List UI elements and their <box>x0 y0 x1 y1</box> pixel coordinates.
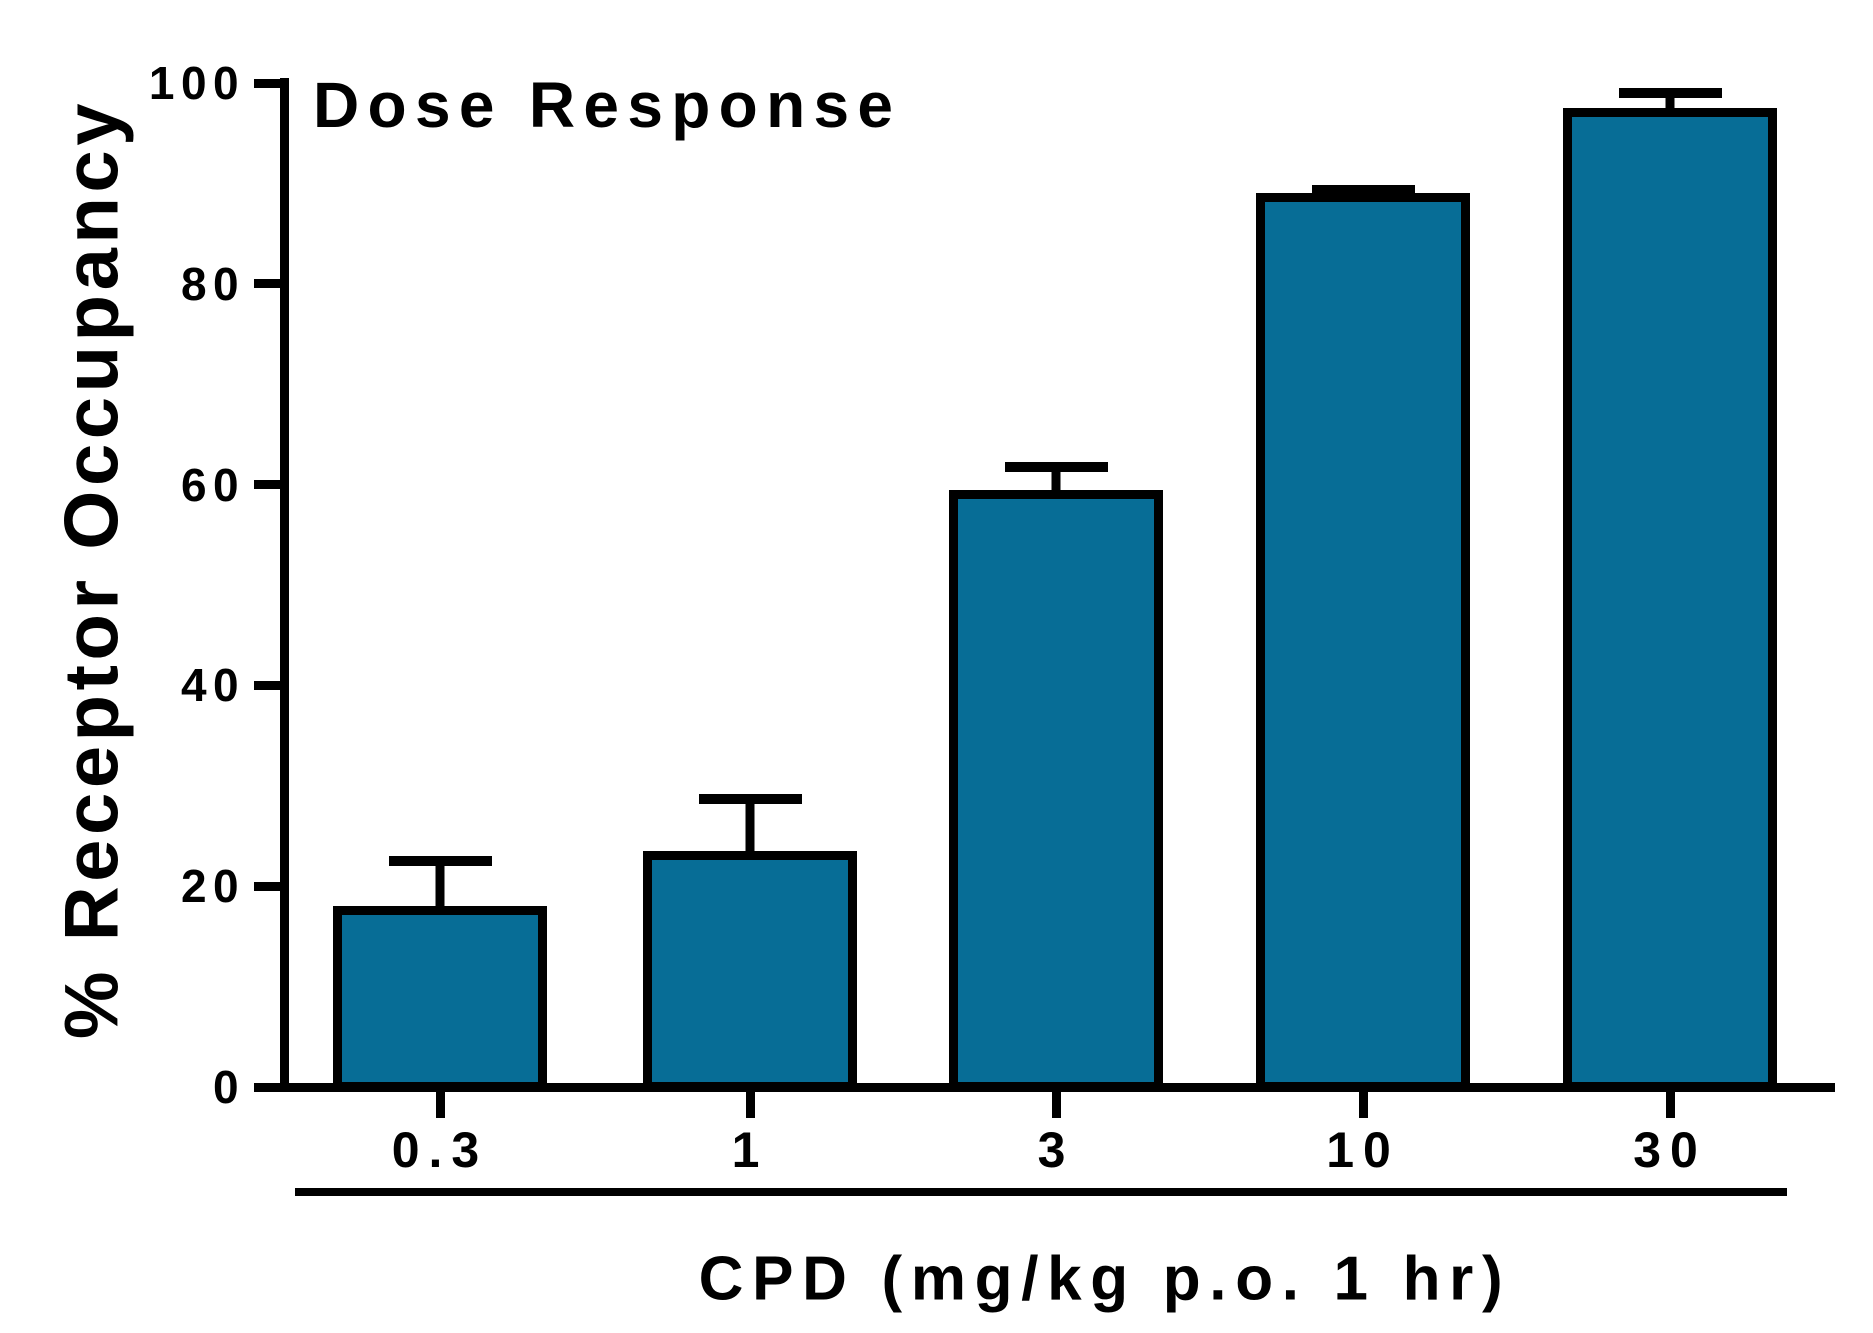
x-axis-tick-label: 1 <box>731 1122 769 1178</box>
y-axis-tick <box>254 680 281 690</box>
y-axis-tick-label: 80 <box>180 257 245 310</box>
x-axis-tick-label: 3 <box>1037 1122 1075 1178</box>
error-bar-stem <box>1665 98 1675 115</box>
x-axis-tick-label: 30 <box>1633 1122 1707 1178</box>
bar <box>1256 193 1470 1091</box>
x-axis-tick-label: 10 <box>1326 1122 1400 1178</box>
error-bar <box>388 856 492 913</box>
error-bar-stem <box>1051 471 1061 496</box>
y-axis-tick-label: 60 <box>180 458 245 511</box>
error-bar <box>1004 461 1108 496</box>
y-axis-tick <box>254 279 281 289</box>
chart-title: Dose Response <box>313 69 902 141</box>
y-axis-tick-label: 40 <box>180 659 245 712</box>
bar <box>643 851 857 1091</box>
bar <box>1563 108 1777 1091</box>
x-axis-tick <box>1358 1092 1368 1118</box>
error-bar-stem <box>745 803 755 858</box>
x-axis-tick <box>1051 1092 1061 1118</box>
y-axis-tick <box>254 78 281 88</box>
x-axis-tick <box>1665 1092 1675 1118</box>
error-bar-stem <box>435 866 445 913</box>
x-axis-title: CPD (mg/kg p.o. 1 hr) <box>698 1244 1512 1314</box>
y-axis-tick-label: 0 <box>212 1061 245 1113</box>
x-axis-tick <box>435 1092 445 1118</box>
y-axis-tick <box>254 881 281 891</box>
y-axis-tick <box>254 1082 281 1092</box>
y-axis-tick <box>254 480 281 490</box>
error-bar <box>1618 88 1722 115</box>
x-axis-tick <box>745 1092 755 1118</box>
y-axis-tick-label: 100 <box>148 57 245 109</box>
x-axis-tick-label: 0.3 <box>391 1122 489 1178</box>
y-axis-line <box>280 78 289 1092</box>
error-bar <box>698 793 802 858</box>
x-axis-group-underline <box>295 1188 1787 1196</box>
bar <box>949 489 1163 1091</box>
bar <box>333 906 547 1091</box>
y-axis-tick-label: 20 <box>180 860 245 913</box>
plot-area: 0 20 40 60 80 100 0.3 1 3 10 30 <box>149 57 1835 1178</box>
